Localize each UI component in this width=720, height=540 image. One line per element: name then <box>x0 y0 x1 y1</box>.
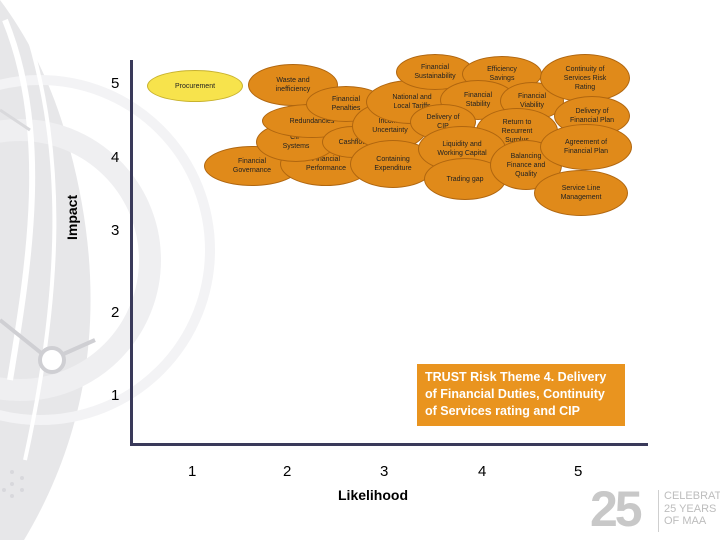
logo-line-1: CELEBRATING <box>664 490 720 502</box>
anniversary-logo: 25 CELEBRATING 25 YEARS OF MAA <box>590 481 720 540</box>
x-tick-label: 1 <box>188 463 197 480</box>
logo-line-2: 25 YEARS <box>664 502 717 515</box>
risk-label: Balancing Finance and Quality <box>506 152 546 178</box>
y-axis-line <box>130 60 133 445</box>
risk-label: Agreement of Financial Plan <box>564 139 608 155</box>
y-tick-label: 5 <box>111 75 120 92</box>
logo-number: 25 <box>590 481 643 537</box>
risk-procurement: Procurement <box>147 70 243 102</box>
x-axis-title: Likelihood <box>338 487 408 503</box>
y-tick-label: 4 <box>111 149 120 166</box>
risk-label: Redundancies <box>289 117 335 125</box>
risk-label: Financial Viability <box>517 93 546 109</box>
y-tick-label: 1 <box>111 387 120 404</box>
risk-label: Delivery of CIP <box>426 114 460 130</box>
x-tick-label: 3 <box>380 463 389 480</box>
risk-label: Service Line Management <box>560 185 602 201</box>
risk-label: Trading gap <box>446 175 484 183</box>
risk-label: Continuity of Services Risk Rating <box>563 65 607 91</box>
x-tick-label: 2 <box>283 463 292 480</box>
risk-label: Procurement <box>174 82 216 90</box>
risk-label: Delivery of Financial Plan <box>570 108 614 124</box>
risk-agreement-financial-plan: Agreement of Financial Plan <box>540 124 632 170</box>
x-tick-label: 4 <box>478 463 487 480</box>
risk-label: Financial Governance <box>232 158 272 174</box>
risk-label: CIP Systems <box>282 134 310 150</box>
y-axis-title: Impact <box>64 194 80 240</box>
logo-line-3: OF MAA <box>664 515 707 527</box>
logo-text: CELEBRATING 25 YEARS OF MAA <box>664 490 720 528</box>
y-tick-label: 3 <box>111 222 120 239</box>
risk-label: National and Local Tariffs <box>392 94 432 110</box>
risk-label: Financial Penalties <box>331 96 361 112</box>
risk-label: Financial Performance <box>305 156 347 172</box>
x-axis-line <box>130 443 648 446</box>
risk-label: Waste and inefficiency <box>275 77 311 93</box>
risk-label: Cashflow <box>338 138 368 146</box>
risk-label: Containing Expenditure <box>374 156 412 172</box>
risk-label: Financial Sustainability <box>414 64 456 80</box>
risk-label: Financial Stability <box>463 92 492 108</box>
risk-label: Liquidity and Working Capital <box>437 141 487 157</box>
risk-continuity-of-services: Continuity of Services Risk Rating <box>540 54 630 102</box>
risk-label: Efficiency Savings <box>487 66 517 82</box>
logo-divider <box>658 490 659 532</box>
risk-service-line-management: Service Line Management <box>534 170 628 216</box>
risk-theme-callout: TRUST Risk Theme 4. Delivery of Financia… <box>417 364 625 426</box>
y-tick-label: 2 <box>111 304 120 321</box>
x-tick-label: 5 <box>574 463 583 480</box>
